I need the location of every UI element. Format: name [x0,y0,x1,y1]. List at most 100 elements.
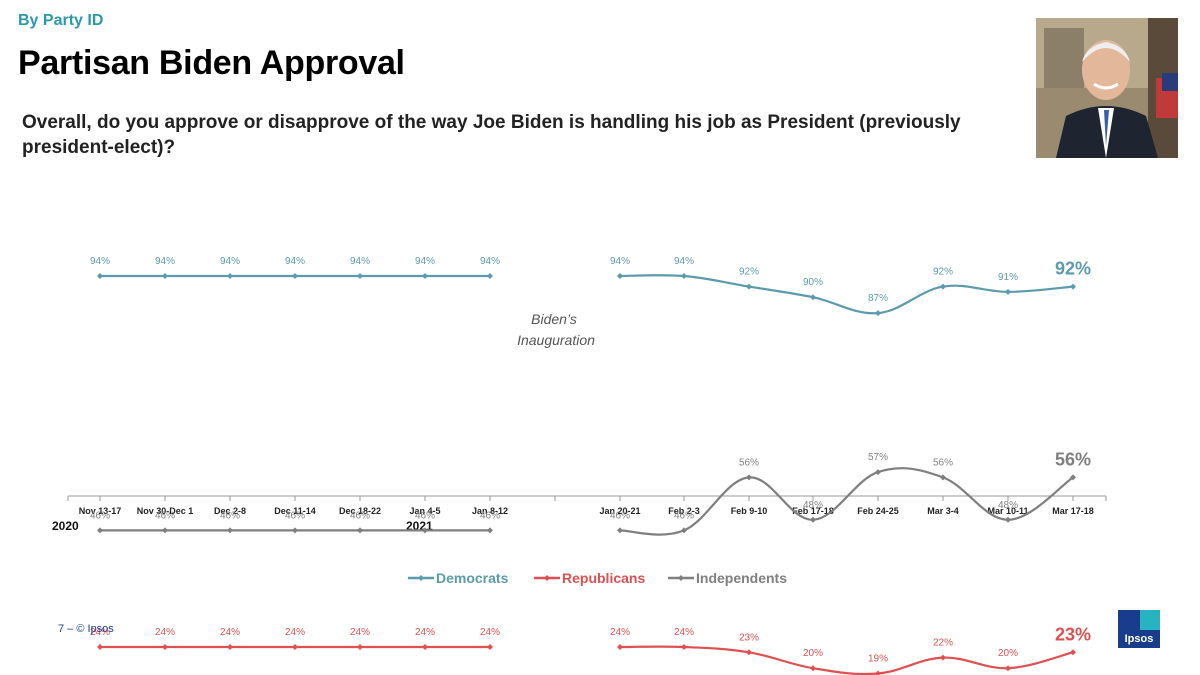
republicans-point [875,670,881,675]
inauguration-annotation-line2: Inauguration [517,332,595,348]
republicans-point [1070,649,1076,656]
independents-data-label: 46% [480,510,500,521]
x-tick-label: Feb 9-10 [731,506,768,516]
year-label: 2020 [52,519,79,533]
republicans-data-label: 24% [480,627,500,638]
republicans-point [97,644,103,650]
democrats-data-label: 94% [285,256,305,267]
republicans-data-label: 24% [285,627,305,638]
x-tick-label: Feb 2-3 [668,506,700,516]
independents-data-label: 48% [998,500,1018,511]
x-tick-label: Dec 2-8 [214,506,246,516]
republicans-point [746,649,752,656]
democrats-point [422,273,428,279]
republicans-point [162,644,168,650]
x-tick-label: Jan 8-12 [472,506,508,516]
democrats-data-label: 94% [90,256,110,267]
x-tick-label: Nov 13-17 [79,506,122,516]
republicans-point [292,644,298,650]
democrats-point [746,283,752,290]
republicans-point [617,644,623,650]
democrats-point [357,273,363,279]
democrats-point [292,273,298,279]
survey-question: Overall, do you approve or disapprove of… [22,112,961,158]
independents-point [617,527,623,534]
independents-data-label: 57% [868,452,888,463]
republicans-data-label: 20% [998,648,1018,659]
independents-data-label: 56% [739,457,759,468]
x-tick-label: Jan 4-5 [409,506,440,516]
democrats-point [681,273,687,279]
independents-data-label: 48% [803,500,823,511]
democrats-point [97,273,103,279]
legend-republicans-marker [544,575,550,581]
democrats-data-label: 94% [350,256,370,267]
democrats-point [227,273,233,279]
independents-data-label: 56% [1055,449,1091,469]
democrats-data-label: 94% [220,256,240,267]
democrats-point [162,273,168,279]
legend-democrats-label: Democrats [436,570,509,586]
legend-independents-marker [678,575,684,581]
independents-point [746,474,752,481]
republicans-data-label: 24% [674,627,694,638]
republicans-data-label: 24% [155,627,175,638]
independents-data-label: 46% [285,510,305,521]
republicans-data-label: 22% [933,638,953,649]
republicans-point [487,644,493,650]
x-tick-label: Dec 18-22 [339,506,381,516]
republicans-data-label: 20% [803,648,823,659]
independents-data-label: 46% [90,510,110,521]
republicans-point [810,665,816,672]
republicans-data-label: 24% [350,627,370,638]
democrats-data-label: 92% [1055,259,1091,279]
x-tick-label: Mar 3-4 [927,506,959,516]
republicans-data-label: 23% [1055,624,1091,644]
x-tick-label: Mar 17-18 [1052,506,1094,516]
independents-data-label: 46% [415,510,435,521]
democrats-point [875,310,881,317]
independents-point [162,527,168,534]
x-tick-label: Feb 24-25 [857,506,899,516]
democrats-data-label: 92% [739,267,759,278]
independents-data-label: 46% [610,510,630,521]
independents-data-label: 56% [933,457,953,468]
independents-point [227,527,233,534]
x-tick-label: Jan 20-21 [599,506,640,516]
republicans-line [619,645,1074,675]
democrats-data-label: 94% [674,256,694,267]
democrats-point [1005,288,1011,295]
republicans-data-label: 19% [868,654,888,665]
x-tick-label: Feb 17-18 [792,506,834,516]
independents-point [292,527,298,534]
republicans-point [422,644,428,650]
svg-text:Ipsos: Ipsos [1125,633,1154,645]
ipsos-logo: Ipsos [1118,610,1160,648]
independents-point [875,469,881,476]
independents-data-label: 46% [220,510,240,521]
democrats-data-label: 87% [868,293,888,304]
x-tick-label: Dec 11-14 [274,506,316,516]
democrats-data-label: 91% [998,272,1018,283]
democrats-point [487,273,493,279]
page-title: Partisan Biden Approval [18,44,405,82]
independents-point [422,527,428,534]
republicans-point [227,644,233,650]
legend-democrats-marker [418,575,424,581]
republicans-data-label: 24% [610,627,630,638]
democrats-data-label: 94% [155,256,175,267]
republicans-point [357,644,363,650]
republicans-point [940,654,946,661]
x-tick-label: Mar 10-11 [987,506,1028,516]
democrats-point [810,294,816,301]
republicans-point [1005,665,1011,672]
independents-line [619,467,1074,536]
democrats-data-label: 94% [480,256,500,267]
independents-point [97,527,103,534]
president-portrait [1036,18,1178,158]
independents-point [487,527,493,534]
republicans-data-label: 24% [90,627,110,638]
independents-data-label: 46% [155,510,175,521]
democrats-point [617,273,623,279]
independents-point [357,527,363,534]
